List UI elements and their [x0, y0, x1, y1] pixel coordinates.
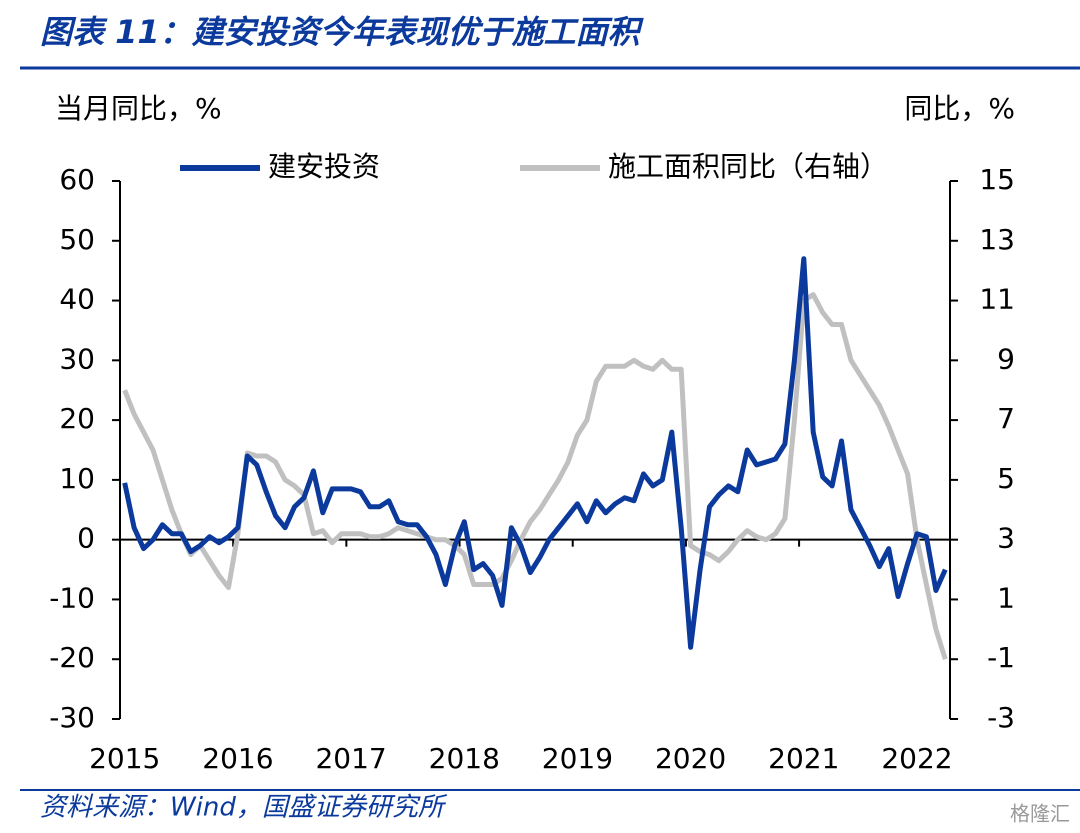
y-tick-label: -10	[49, 581, 95, 614]
legend-label: 建安投资	[268, 150, 380, 183]
y2-tick-label: 15	[979, 163, 1015, 196]
y2-tick-label: 5	[997, 462, 1015, 495]
y2-tick-label: -1	[987, 641, 1015, 674]
y2-tick-label: 13	[979, 223, 1015, 256]
y-tick-label: 10	[59, 462, 95, 495]
x-tick-label: 2020	[655, 742, 726, 775]
watermark: 格隆汇	[1010, 802, 1070, 826]
y-tick-label: -20	[49, 641, 95, 674]
y-tick-label: 0	[77, 522, 95, 555]
y-axis-label: 当月同比，%	[55, 92, 222, 125]
y2-tick-label: 1	[997, 581, 1015, 614]
x-tick-label: 2015	[89, 742, 160, 775]
y2-tick-label: 7	[997, 402, 1015, 435]
chart-title: 图表 11：建安投资今年表现优于施工面积	[40, 13, 645, 51]
x-tick-label: 2019	[542, 742, 613, 775]
y2-axis-label: 同比，%	[904, 92, 1015, 125]
y2-tick-label: 11	[979, 283, 1015, 316]
y-tick-label: 50	[59, 223, 95, 256]
y-tick-label: 60	[59, 163, 95, 196]
x-tick-label: 2021	[768, 742, 839, 775]
y-tick-label: 30	[59, 342, 95, 375]
y-tick-label: -30	[49, 701, 95, 734]
y2-tick-label: 9	[997, 342, 1015, 375]
y-tick-label: 20	[59, 402, 95, 435]
y2-tick-label: -3	[987, 701, 1015, 734]
y-tick-label: 40	[59, 283, 95, 316]
legend-label: 施工面积同比（右轴）	[608, 150, 888, 183]
y2-tick-label: 3	[997, 522, 1015, 555]
x-tick-label: 2017	[315, 742, 386, 775]
x-tick-label: 2022	[881, 742, 952, 775]
series-line	[122, 292, 948, 660]
x-tick-label: 2016	[202, 742, 273, 775]
x-tick-label: 2018	[429, 742, 500, 775]
series-line	[122, 256, 948, 650]
source: 资料来源：Wind，国盛证券研究所	[40, 793, 448, 823]
